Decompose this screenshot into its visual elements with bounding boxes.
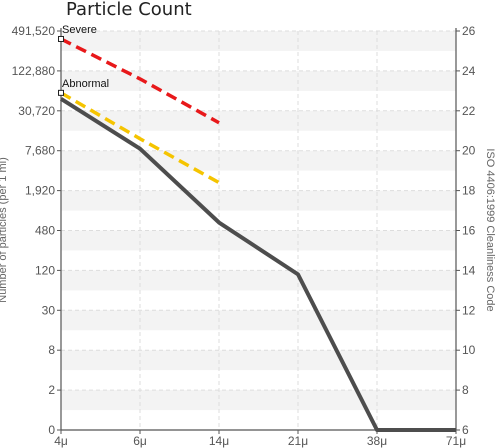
background-band — [61, 190, 456, 211]
y-left-tick-label: 7,680 — [25, 144, 55, 158]
y-right-tick-label: 26 — [462, 24, 476, 38]
y-right-axis-label: ISO 4406:1999 Cleanliness Code — [484, 148, 496, 311]
background-band — [61, 270, 456, 291]
measured-series-line — [59, 97, 456, 432]
x-tick-label: 21μ — [288, 434, 308, 448]
y-right-tick-labels: 6 8 10 12 14 16 18 20 22 24 26 — [462, 24, 476, 437]
y-right-tick-label: 18 — [462, 184, 476, 198]
x-tick-label: 4μ — [54, 434, 68, 448]
annotations: Severe Abnormal — [58, 24, 109, 96]
x-tick-label: 71μ — [446, 434, 466, 448]
y-left-tick-label: 1,920 — [25, 184, 55, 198]
y-right-tick-label: 10 — [462, 343, 476, 357]
y-left-tick-label: 491,520 — [12, 24, 56, 38]
y-right-tick-label: 14 — [462, 263, 476, 277]
background-band — [61, 110, 456, 131]
plot-background-bands — [61, 31, 456, 411]
y-right-tick-label: 24 — [462, 64, 476, 78]
background-band — [61, 70, 456, 91]
chart-title: Particle Count — [66, 0, 192, 20]
y-left-tick-label: 120 — [35, 263, 55, 277]
y-left-tick-label: 30,720 — [18, 104, 55, 118]
annotation-marker — [58, 89, 64, 96]
y-right-tick-label: 8 — [462, 383, 469, 397]
y-left-tick-label: 480 — [35, 224, 55, 238]
y-right-tick-label: 6 — [462, 423, 469, 437]
annotation-label: Abnormal — [62, 78, 109, 90]
background-band — [61, 310, 456, 331]
background-band — [61, 390, 456, 411]
abnormal-limit-line — [60, 91, 220, 185]
x-tick-label: 6μ — [133, 434, 147, 448]
y-left-tick-label: 2 — [48, 383, 55, 397]
x-tick-label: 14μ — [209, 434, 229, 448]
x-tick-labels: 4μ 6μ 14μ 21μ 38μ 71μ — [54, 434, 466, 448]
y-right-tick-label: 16 — [462, 224, 476, 238]
background-band — [61, 31, 456, 51]
background-band — [61, 350, 456, 371]
y-right-tick-label: 22 — [462, 104, 476, 118]
y-left-tick-label: 8 — [48, 343, 55, 357]
annotation-label: Severe — [62, 24, 97, 36]
y-left-tick-labels: 0 2 8 30 120 480 1,920 7,680 30,720 122,880 491,52… — [12, 24, 56, 437]
x-tick-label: 38μ — [367, 434, 387, 448]
series-lines — [59, 37, 456, 432]
y-left-tick-label: 30 — [42, 303, 56, 317]
y-right-tick-label: 20 — [462, 144, 476, 158]
y-right-tick-label: 12 — [462, 303, 476, 317]
y-left-axis-label: Number of particles (per 1 ml) — [0, 157, 9, 303]
background-band — [61, 230, 456, 251]
y-left-tick-label: 122,880 — [12, 64, 56, 78]
background-band — [61, 150, 456, 171]
severe-limit-line — [60, 37, 220, 125]
annotation-marker — [58, 35, 64, 42]
y-left-tick-label: 0 — [48, 423, 55, 437]
